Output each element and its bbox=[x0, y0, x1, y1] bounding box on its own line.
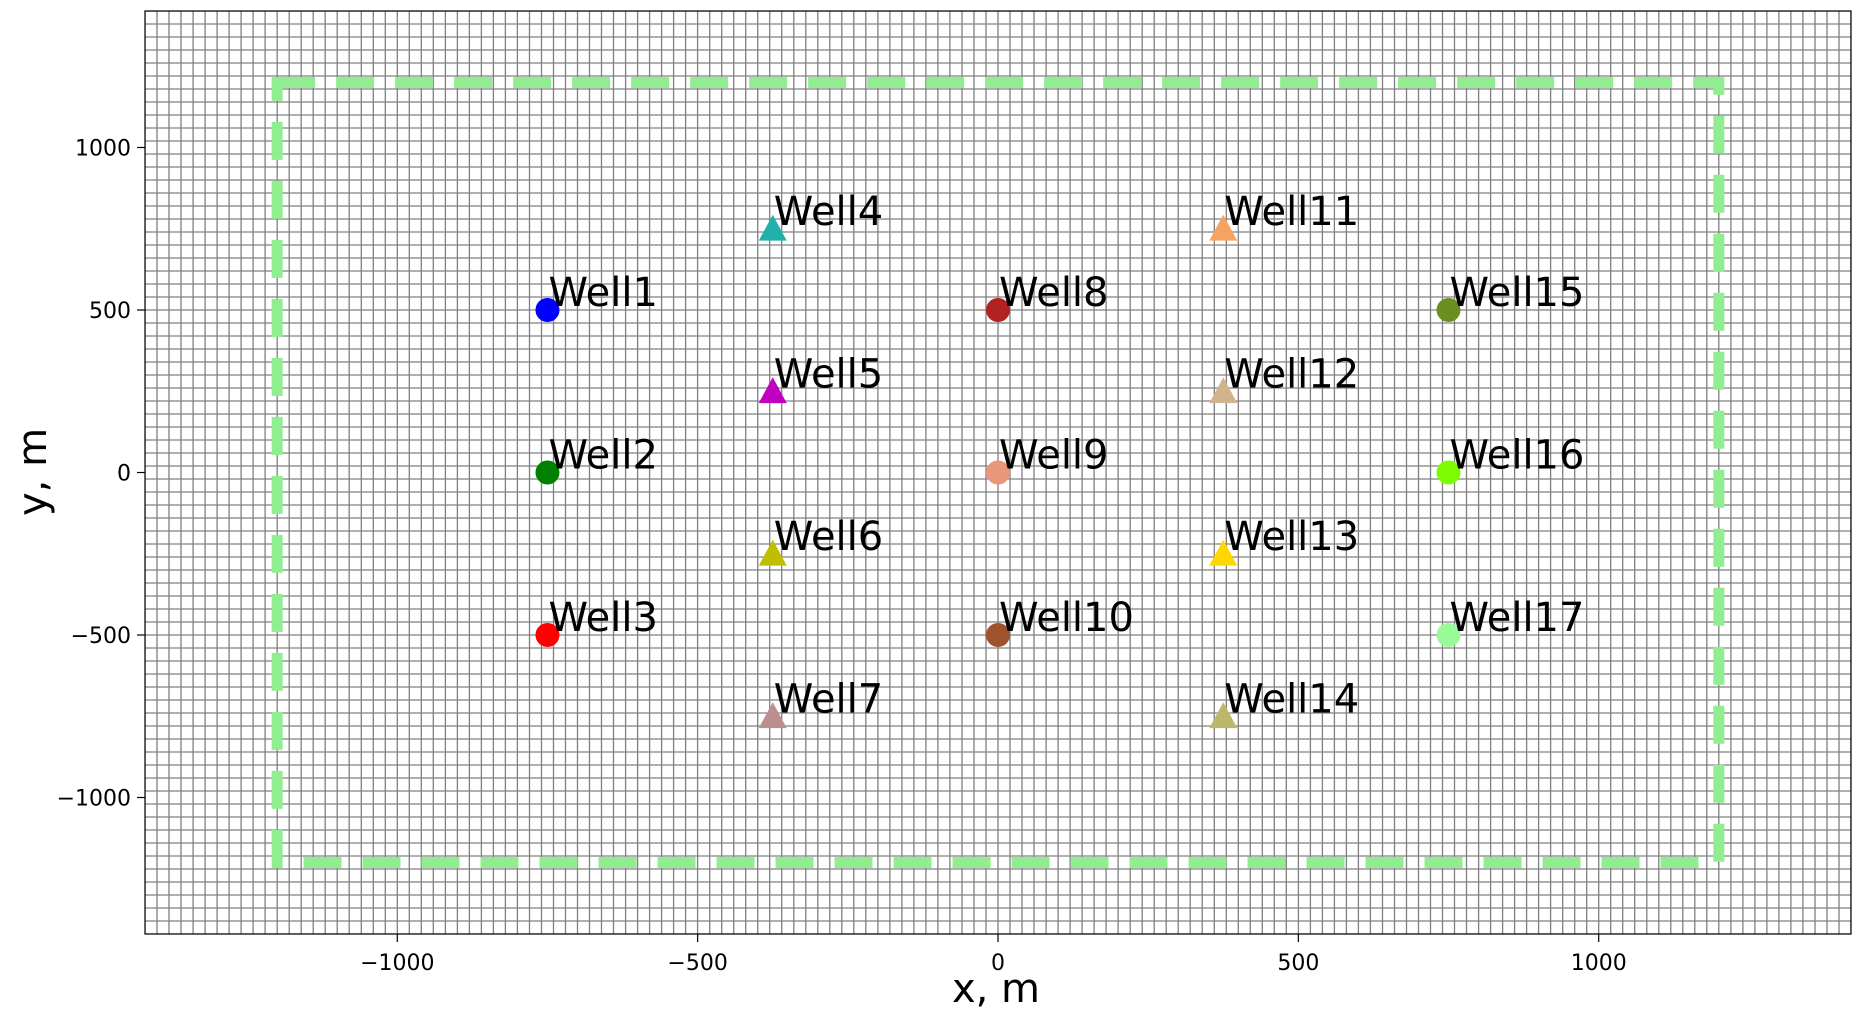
well-marker: Well1 bbox=[535, 270, 658, 322]
well-circle-marker bbox=[986, 460, 1010, 485]
well-label: Well9 bbox=[999, 433, 1109, 479]
well-triangle-marker bbox=[758, 377, 787, 404]
well-marker: Well17 bbox=[1436, 595, 1585, 647]
well-marker: Well2 bbox=[535, 433, 658, 485]
well-circle-marker bbox=[535, 623, 560, 647]
well-label: Well5 bbox=[774, 351, 884, 397]
x-axis-label: x, m bbox=[952, 966, 1040, 1012]
y-tick-label: 1000 bbox=[75, 137, 131, 162]
well-triangle-marker bbox=[1209, 702, 1238, 729]
well-circle-marker bbox=[986, 298, 1010, 322]
well-marker: Well14 bbox=[1209, 676, 1359, 729]
well-marker: Well9 bbox=[986, 433, 1109, 485]
x-tick-label: 500 bbox=[1277, 951, 1319, 976]
well-marker: Well15 bbox=[1436, 270, 1585, 322]
well-triangle-marker bbox=[1209, 539, 1238, 566]
well-label: Well8 bbox=[999, 270, 1109, 316]
well-marker: Well11 bbox=[1209, 189, 1359, 241]
well-triangle-marker bbox=[758, 214, 787, 241]
domain-boundary bbox=[271, 77, 1725, 868]
well-triangle-marker bbox=[758, 539, 787, 566]
x-tick-label: 1000 bbox=[1571, 951, 1627, 976]
well-marker: Well8 bbox=[986, 270, 1109, 322]
well-triangle-marker bbox=[1209, 377, 1238, 404]
well-marker: Well7 bbox=[758, 676, 884, 729]
well-label: Well1 bbox=[548, 270, 658, 316]
x-tick-label: −500 bbox=[667, 951, 727, 976]
well-label: Well11 bbox=[1224, 189, 1359, 235]
well-label: Well6 bbox=[774, 514, 884, 560]
well-label: Well3 bbox=[548, 595, 658, 641]
well-label: Well7 bbox=[774, 676, 884, 722]
well-label: Well2 bbox=[548, 433, 658, 479]
y-axis-label: y, m bbox=[10, 428, 56, 516]
well-circle-marker bbox=[1436, 298, 1461, 322]
well-label: Well13 bbox=[1224, 514, 1359, 560]
well-label: Well10 bbox=[999, 595, 1134, 641]
well-triangle-marker bbox=[758, 702, 787, 729]
well-circle-marker bbox=[1436, 460, 1461, 485]
well-marker: Well16 bbox=[1436, 433, 1585, 485]
well-marker: Well6 bbox=[758, 514, 884, 566]
well-label: Well15 bbox=[1450, 270, 1585, 316]
well-circle-marker bbox=[535, 298, 560, 322]
well-triangle-marker bbox=[1209, 214, 1238, 241]
x-tick-label: 0 bbox=[991, 951, 1005, 976]
y-tick-label: −500 bbox=[71, 624, 131, 649]
y-tick-label: −1000 bbox=[57, 787, 131, 812]
y-tick-label: 0 bbox=[117, 462, 131, 487]
y-tick-label: 500 bbox=[89, 299, 131, 324]
boundary-layer bbox=[271, 77, 1725, 868]
wells-layer: Well1 Well2 Well3 Well4 Well5 Well6 Well7 Well8… bbox=[535, 189, 1585, 729]
well-circle-marker bbox=[535, 460, 560, 485]
well-circle-marker bbox=[1436, 623, 1461, 647]
well-marker: Well10 bbox=[986, 595, 1134, 647]
well-label: Well14 bbox=[1224, 676, 1359, 722]
well-marker: Well5 bbox=[758, 351, 884, 404]
well-label: Well17 bbox=[1450, 595, 1585, 641]
well-circle-marker bbox=[986, 623, 1010, 647]
well-label: Well12 bbox=[1224, 351, 1359, 397]
axes-layer: −1000 −500 0 500 1000 −1000 −500 0 500 1000 bbox=[57, 137, 1627, 977]
well-label: Well4 bbox=[774, 189, 884, 235]
well-marker: Well3 bbox=[535, 595, 658, 647]
well-marker: Well13 bbox=[1209, 514, 1359, 566]
well-marker: Well12 bbox=[1209, 351, 1359, 404]
well-label: Well16 bbox=[1450, 433, 1585, 479]
x-tick-label: −1000 bbox=[360, 951, 434, 976]
well-marker: Well4 bbox=[758, 189, 884, 241]
